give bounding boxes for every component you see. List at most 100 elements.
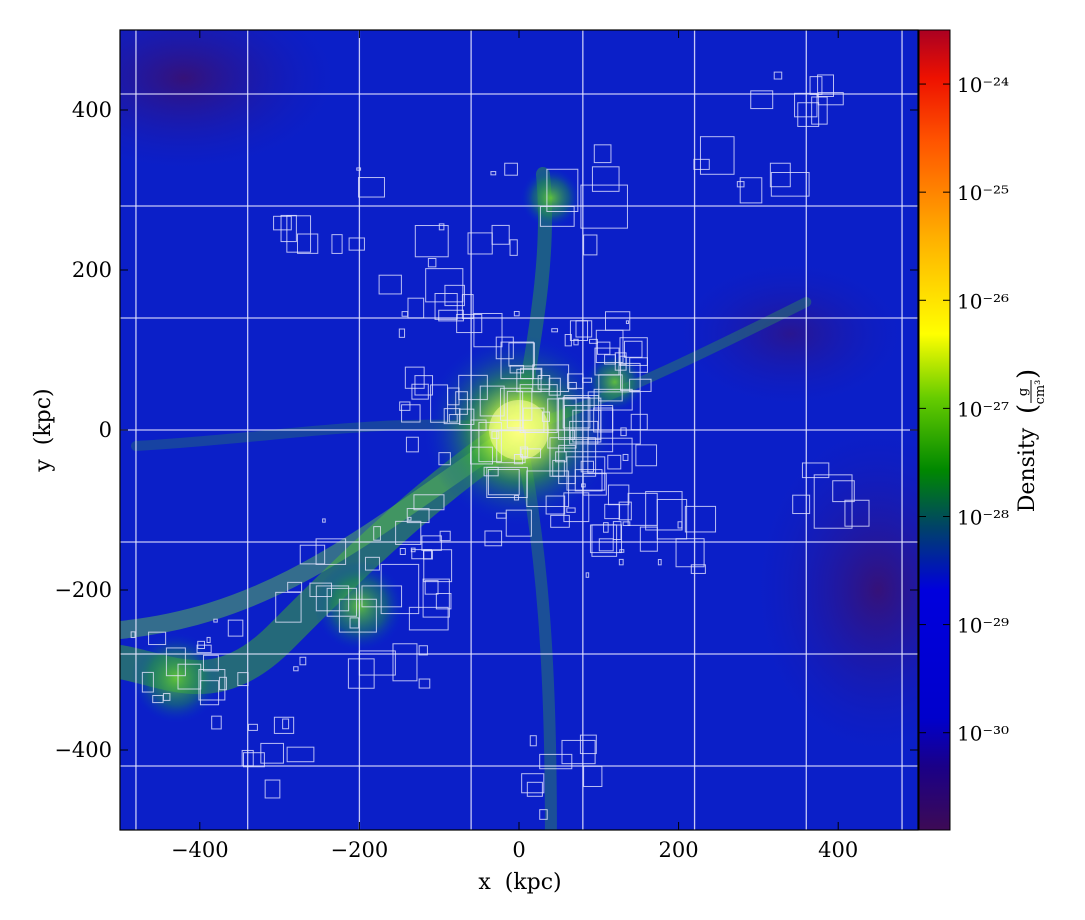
grid-patch bbox=[177, 663, 202, 690]
grid-patch bbox=[326, 587, 357, 617]
grid-patch bbox=[548, 377, 561, 396]
grid-patch bbox=[408, 606, 449, 631]
grid-patch bbox=[750, 90, 774, 110]
x-axis-label: x (kpc) bbox=[478, 870, 561, 895]
grid-patch bbox=[347, 658, 375, 689]
low-density-region bbox=[758, 430, 918, 750]
grid-patch bbox=[407, 516, 412, 521]
grid-patch bbox=[331, 234, 343, 254]
grid-patch bbox=[589, 338, 598, 344]
x-tick-label: −400 bbox=[171, 838, 229, 862]
grid-patch bbox=[693, 158, 710, 170]
grid-patch bbox=[456, 313, 483, 334]
colorbar-unit-open-paren: ( bbox=[1013, 404, 1043, 414]
grid-patch bbox=[603, 522, 609, 533]
grid-patch bbox=[537, 375, 551, 390]
colorbar-tick-label: 10⁻³⁰ bbox=[957, 722, 1009, 746]
grid-patch bbox=[473, 312, 503, 348]
grid-patch bbox=[618, 558, 624, 566]
colorbar-ticks: 10⁻²⁴ 10⁻²⁵ 10⁻²⁶ 10⁻²⁷ 10⁻²⁸ 10⁻²⁹ 10⁻³⁰ bbox=[919, 73, 1009, 746]
grid-patch bbox=[455, 391, 468, 415]
grid-patch bbox=[585, 572, 590, 578]
density-peak bbox=[520, 168, 581, 228]
grid-patch bbox=[522, 407, 545, 433]
grid-patch bbox=[148, 631, 167, 646]
low-density-region bbox=[120, 30, 334, 168]
grid-patch bbox=[508, 342, 535, 367]
colorbar-tick-label: 10⁻²⁵ bbox=[957, 181, 1009, 205]
grid-patch bbox=[509, 239, 518, 256]
grid-patch bbox=[373, 526, 381, 541]
grid-patch bbox=[593, 388, 633, 411]
grid-patch bbox=[596, 341, 611, 355]
grid-patch bbox=[505, 509, 532, 537]
colorbar-label: Density ( g cm³ ) bbox=[1013, 369, 1048, 512]
grid-patch bbox=[580, 184, 628, 229]
grid-patch bbox=[832, 480, 855, 503]
grid-patch bbox=[563, 492, 590, 523]
grid-patch bbox=[378, 274, 402, 295]
grid-patch bbox=[411, 383, 429, 400]
grid-patch bbox=[348, 237, 365, 251]
grid-patch bbox=[551, 328, 559, 333]
grid-patch bbox=[418, 678, 431, 689]
grid-patch bbox=[399, 548, 406, 556]
x-tick-label: 400 bbox=[818, 838, 858, 862]
grid-patch bbox=[625, 320, 630, 325]
grid-patch bbox=[273, 215, 292, 231]
grid-patch bbox=[770, 172, 810, 197]
grid-patch bbox=[322, 518, 326, 523]
grid-patch bbox=[196, 644, 212, 654]
grid-patch bbox=[438, 309, 464, 322]
grid-patch bbox=[583, 234, 598, 256]
grid-patch bbox=[622, 521, 631, 527]
grid-patch bbox=[227, 619, 244, 637]
grid-patch bbox=[487, 469, 520, 496]
grid-patch bbox=[583, 765, 603, 787]
colorbar-label-text: Density bbox=[1015, 427, 1040, 512]
grid-patch bbox=[630, 413, 648, 431]
grid-patch bbox=[218, 676, 227, 691]
grid-patch bbox=[282, 718, 290, 730]
grid-patch bbox=[349, 617, 360, 629]
y-tick-label: 0 bbox=[99, 418, 112, 442]
amr-grid-patches bbox=[120, 30, 918, 830]
grid-patch bbox=[414, 375, 434, 396]
grid-patch bbox=[657, 558, 662, 566]
grid-patch bbox=[495, 336, 514, 360]
grid-patch bbox=[521, 773, 545, 794]
colorbar-tick-label: 10⁻²⁸ bbox=[957, 505, 1009, 529]
grid-patch bbox=[739, 177, 763, 204]
grid-patch bbox=[539, 753, 573, 770]
grid-patch bbox=[484, 530, 503, 547]
grid-patch bbox=[309, 582, 332, 598]
grid-patch bbox=[516, 368, 542, 393]
grid-patch bbox=[458, 374, 488, 401]
colorbar-unit-denominator: cm³ bbox=[1033, 380, 1048, 405]
grid-patch bbox=[604, 503, 621, 520]
grid-patch bbox=[624, 340, 643, 358]
grid-patch bbox=[438, 452, 451, 466]
y-tick-label: 400 bbox=[72, 98, 112, 122]
colorbar-gradient bbox=[918, 29, 951, 831]
y-axis: −400 −200 0 200 400 bbox=[54, 98, 918, 762]
grid-patch bbox=[491, 430, 500, 439]
grid-patch bbox=[539, 809, 548, 820]
grid-patch bbox=[504, 162, 518, 176]
colorbar-tick-label: 10⁻²⁹ bbox=[957, 614, 1009, 638]
grid-patch bbox=[769, 162, 791, 188]
colorbar-tick-label: 10⁻²⁷ bbox=[957, 397, 1009, 421]
grid-patch bbox=[612, 521, 622, 541]
grid-patch bbox=[547, 398, 577, 449]
colorbar-tick-label: 10⁻²⁴ bbox=[957, 73, 1009, 97]
grid-patch bbox=[639, 526, 658, 552]
grid-patch bbox=[243, 752, 265, 768]
grid-patch bbox=[607, 454, 622, 470]
x-tick-label: 200 bbox=[659, 838, 699, 862]
grid-patch bbox=[552, 459, 565, 477]
grid-patch bbox=[598, 538, 614, 552]
grid-patch bbox=[569, 420, 599, 445]
grid-patch bbox=[545, 495, 566, 515]
grid-patch bbox=[809, 76, 823, 95]
